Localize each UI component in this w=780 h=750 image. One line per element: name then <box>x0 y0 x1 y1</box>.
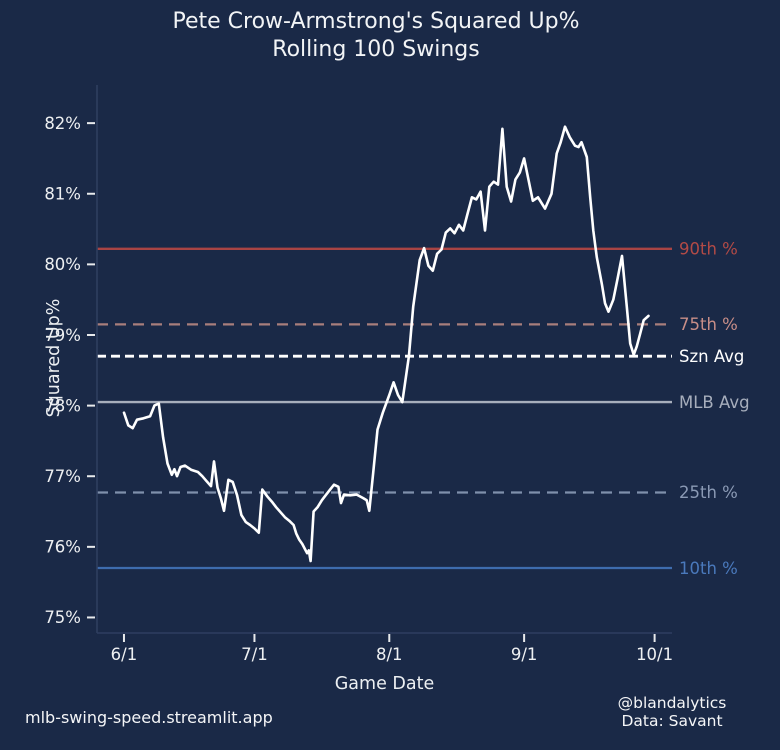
chart-title: Pete Crow-Armstrong's Squared Up% Rollin… <box>0 8 752 64</box>
y-axis-title: Squared Up% <box>44 298 64 418</box>
x-axis-tick-label: 9/1 <box>511 645 538 664</box>
footer-app-url: mlb-swing-speed.streamlit.app <box>25 708 273 727</box>
reference-line-label-10th-: 10th % <box>679 559 738 578</box>
y-axis-tick-label: 78% <box>44 396 81 415</box>
y-axis-tick-label: 81% <box>44 185 81 204</box>
footer-author-handle: @blandalytics <box>617 694 727 712</box>
y-axis-tick-label: 76% <box>44 538 81 557</box>
footer-credits: @blandalytics Data: Savant <box>572 694 772 730</box>
reference-line-label-szn-avg: Szn Avg <box>679 347 744 366</box>
x-axis-tick-label: 8/1 <box>376 645 403 664</box>
x-axis-title: Game Date <box>334 674 435 694</box>
chart-title-line2: Rolling 100 Swings <box>272 37 480 62</box>
y-axis-tick-label: 77% <box>44 467 81 486</box>
y-axis-tick-label: 75% <box>44 608 81 627</box>
y-axis-tick-label: 79% <box>44 326 81 345</box>
reference-line-label-25th-: 25th % <box>679 483 738 502</box>
x-axis-tick-label: 7/1 <box>241 645 268 664</box>
rolling-squared-up-line <box>122 125 650 563</box>
y-axis-tick-label: 82% <box>44 114 81 133</box>
reference-line-label-mlb-avg: MLB Avg <box>679 393 750 412</box>
reference-line-label-75th-: 75th % <box>679 315 738 334</box>
y-axis-tick-label: 80% <box>44 255 81 274</box>
footer-data-source: Data: Savant <box>621 712 723 730</box>
chart-title-line1: Pete Crow-Armstrong's Squared Up% <box>172 9 580 34</box>
reference-line-label-90th-: 90th % <box>679 240 738 259</box>
x-axis-tick-label: 10/1 <box>636 645 673 664</box>
x-axis-tick-label: 6/1 <box>111 645 138 664</box>
